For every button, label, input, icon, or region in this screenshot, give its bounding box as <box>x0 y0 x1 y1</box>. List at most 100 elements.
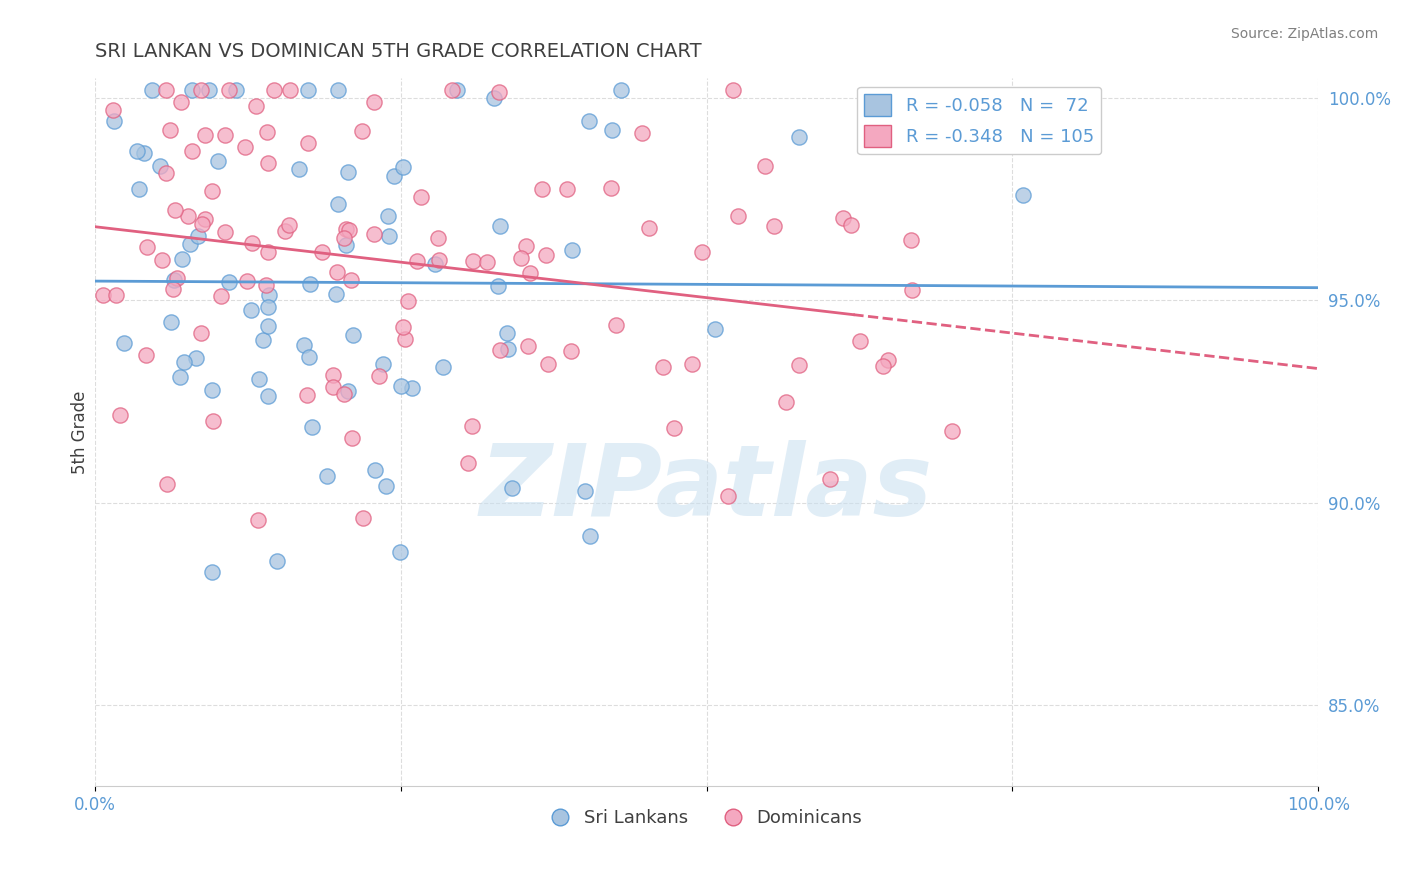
Point <box>155 83 177 97</box>
Point <box>280 83 302 97</box>
Point <box>297 136 319 150</box>
Point <box>489 343 512 357</box>
Point <box>207 154 229 169</box>
Point <box>257 155 280 169</box>
Point <box>254 277 277 292</box>
Point <box>578 113 600 128</box>
Point <box>637 221 659 235</box>
Point <box>135 348 157 362</box>
Point <box>409 189 432 203</box>
Point <box>510 251 533 265</box>
Point <box>299 277 322 292</box>
Point <box>155 166 177 180</box>
Text: SRI LANKAN VS DOMINICAN 5TH GRADE CORRELATION CHART: SRI LANKAN VS DOMINICAN 5TH GRADE CORREL… <box>94 42 702 61</box>
Point <box>263 83 285 97</box>
Point <box>247 372 270 386</box>
Point <box>787 358 810 372</box>
Point <box>194 212 217 227</box>
Point <box>257 288 280 302</box>
Text: ZIPatlas: ZIPatlas <box>479 441 934 537</box>
Point <box>377 229 399 244</box>
Point <box>292 337 315 351</box>
Point <box>91 288 114 302</box>
Point <box>941 424 963 438</box>
Point <box>169 370 191 384</box>
Point <box>326 197 349 211</box>
Point <box>233 140 256 154</box>
Point <box>363 95 385 109</box>
Point <box>560 343 582 358</box>
Point <box>225 83 247 97</box>
Point <box>820 471 842 485</box>
Point <box>252 333 274 347</box>
Point <box>717 489 740 503</box>
Point <box>108 408 131 422</box>
Point <box>322 368 344 382</box>
Point <box>156 477 179 491</box>
Point <box>214 225 236 239</box>
Point <box>537 357 560 371</box>
Point <box>373 357 395 371</box>
Point <box>877 352 900 367</box>
Point <box>218 275 240 289</box>
Point <box>295 388 318 402</box>
Point <box>162 282 184 296</box>
Point <box>201 384 224 398</box>
Point <box>159 123 181 137</box>
Point <box>496 326 519 340</box>
Point <box>427 253 450 268</box>
Point <box>163 272 186 286</box>
Point <box>1012 187 1035 202</box>
Point <box>246 513 269 527</box>
Point <box>194 128 217 142</box>
Point <box>326 265 349 279</box>
Point <box>335 238 357 252</box>
Point <box>382 169 405 183</box>
Point <box>333 387 356 401</box>
Point <box>405 253 427 268</box>
Point <box>184 351 207 365</box>
Point <box>181 144 204 158</box>
Point <box>831 211 853 225</box>
Point <box>872 359 894 374</box>
Point <box>389 378 412 392</box>
Point <box>256 301 278 315</box>
Point <box>170 252 193 266</box>
Point <box>112 336 135 351</box>
Point <box>198 83 221 97</box>
Point <box>128 182 150 196</box>
Point <box>600 123 623 137</box>
Point <box>555 182 578 196</box>
Point <box>200 184 222 198</box>
Point <box>277 218 299 232</box>
Point <box>166 271 188 285</box>
Point <box>762 219 785 233</box>
Point <box>274 225 297 239</box>
Legend: Sri Lankans, Dominicans: Sri Lankans, Dominicans <box>544 802 869 834</box>
Point <box>599 181 621 195</box>
Point <box>103 113 125 128</box>
Point <box>160 315 183 329</box>
Point <box>574 484 596 499</box>
Point <box>723 83 745 97</box>
Point <box>664 420 686 434</box>
Point <box>609 83 631 97</box>
Point <box>190 83 212 97</box>
Point <box>849 334 872 348</box>
Point <box>240 302 263 317</box>
Point <box>297 83 319 97</box>
Point <box>394 332 416 346</box>
Point <box>322 380 344 394</box>
Point <box>488 85 510 99</box>
Point <box>149 160 172 174</box>
Point <box>727 209 749 223</box>
Point <box>900 233 922 247</box>
Point <box>496 342 519 356</box>
Point <box>389 545 412 559</box>
Point <box>209 289 232 303</box>
Point <box>301 419 323 434</box>
Point <box>475 255 498 269</box>
Point <box>652 359 675 374</box>
Point <box>425 256 447 270</box>
Point <box>245 99 267 113</box>
